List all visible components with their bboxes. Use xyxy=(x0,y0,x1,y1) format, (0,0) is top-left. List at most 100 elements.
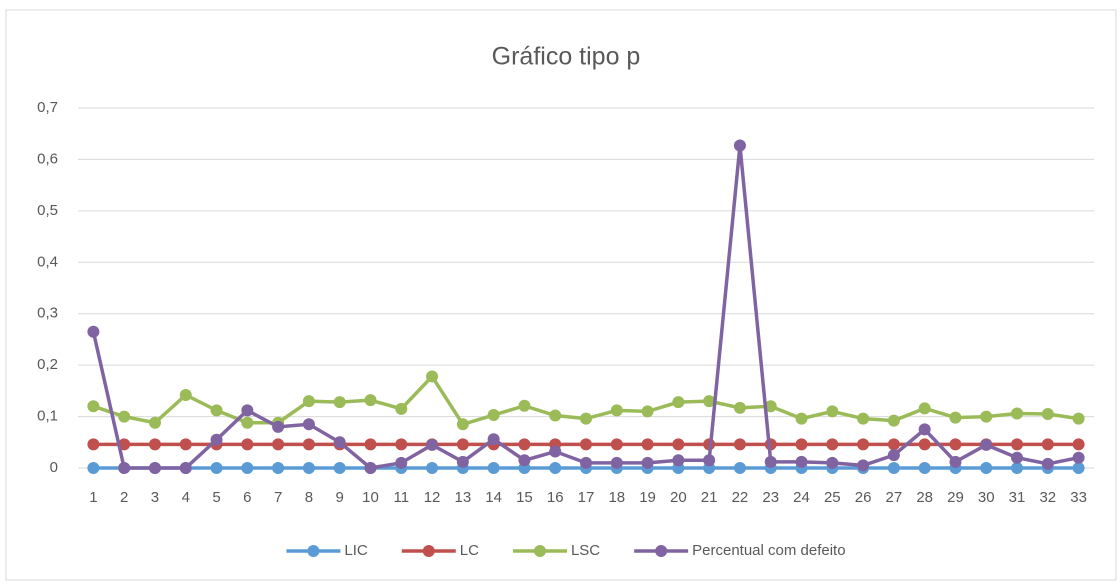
data-point xyxy=(148,438,161,451)
data-point xyxy=(364,462,377,474)
x-tick-label: 23 xyxy=(762,489,779,506)
data-point xyxy=(456,455,469,468)
data-point xyxy=(733,401,746,414)
x-tick-label: 30 xyxy=(978,489,995,506)
data-point xyxy=(549,409,562,422)
data-point xyxy=(179,388,192,401)
data-point xyxy=(980,410,993,423)
data-point xyxy=(641,405,654,418)
data-point xyxy=(672,454,685,467)
data-point xyxy=(887,438,900,451)
data-point xyxy=(887,449,900,462)
data-point xyxy=(918,438,931,451)
x-tick-label: 22 xyxy=(732,489,749,506)
x-tick-label: 20 xyxy=(670,489,687,506)
data-point xyxy=(395,402,408,415)
legend-label: LSC xyxy=(571,542,600,559)
data-point xyxy=(118,462,131,474)
legend-marker xyxy=(655,545,668,557)
x-tick-label: 6 xyxy=(243,489,251,506)
data-point xyxy=(610,438,623,451)
data-point xyxy=(580,412,592,425)
y-tick-label: 0,5 xyxy=(37,202,58,219)
x-tick-label: 5 xyxy=(212,489,220,506)
data-point xyxy=(1041,457,1054,470)
data-point xyxy=(549,462,562,474)
x-tick-label: 9 xyxy=(336,489,344,506)
data-point xyxy=(426,462,439,474)
data-point xyxy=(1011,438,1024,451)
data-point xyxy=(887,414,900,427)
data-point xyxy=(487,433,500,446)
legend-marker xyxy=(307,545,320,557)
data-point xyxy=(179,462,192,474)
data-point xyxy=(456,438,469,451)
data-point xyxy=(1011,407,1024,420)
x-tick-label: 28 xyxy=(916,489,933,506)
x-tick-label: 13 xyxy=(455,489,472,506)
data-point xyxy=(333,462,346,474)
y-tick-label: 0,7 xyxy=(37,99,58,116)
data-point xyxy=(87,438,100,451)
data-point xyxy=(949,455,962,468)
data-point xyxy=(241,462,254,474)
data-point xyxy=(857,459,870,472)
y-tick-label: 0,2 xyxy=(37,356,58,373)
data-point xyxy=(949,438,962,451)
data-point xyxy=(148,462,161,474)
data-point xyxy=(610,404,623,417)
legend-marker xyxy=(533,545,546,557)
y-tick-label: 0,6 xyxy=(37,150,58,167)
data-point xyxy=(302,395,315,408)
data-point xyxy=(272,462,285,474)
data-point xyxy=(210,433,223,446)
x-tick-label: 18 xyxy=(608,489,625,506)
x-tick-label: 16 xyxy=(547,489,564,506)
data-point xyxy=(241,438,254,451)
data-point xyxy=(487,462,500,474)
data-point xyxy=(826,405,839,418)
data-point xyxy=(795,438,808,451)
x-tick-label: 25 xyxy=(824,489,841,506)
y-tick-label: 0,3 xyxy=(37,305,58,322)
y-tick-label: 0,4 xyxy=(37,253,58,270)
chart-frame xyxy=(5,9,1117,581)
x-tick-label: 11 xyxy=(393,489,409,506)
x-tick-label: 29 xyxy=(947,489,964,506)
data-point xyxy=(487,409,500,422)
x-tick-label: 7 xyxy=(274,489,282,506)
data-point xyxy=(733,462,746,474)
data-point xyxy=(302,418,315,431)
x-tick-label: 26 xyxy=(855,489,872,506)
data-point xyxy=(1041,438,1054,451)
data-point xyxy=(949,411,962,424)
data-point xyxy=(703,454,716,467)
x-tick-label: 32 xyxy=(1039,489,1056,506)
data-point xyxy=(1011,462,1024,474)
data-point xyxy=(395,456,408,469)
data-point xyxy=(426,438,439,451)
data-point xyxy=(87,400,100,413)
data-point xyxy=(887,462,900,474)
x-tick-label: 4 xyxy=(182,489,190,506)
data-point xyxy=(364,438,377,451)
data-point xyxy=(918,402,931,415)
data-point xyxy=(1072,438,1085,451)
legend-label: LC xyxy=(460,542,479,559)
data-point xyxy=(918,462,931,474)
x-tick-label: 19 xyxy=(639,489,656,506)
legend-label: LIC xyxy=(344,542,368,559)
data-point xyxy=(364,394,377,407)
x-tick-label: 3 xyxy=(151,489,159,506)
x-tick-label: 33 xyxy=(1070,489,1087,506)
data-point xyxy=(826,438,839,451)
x-tick-label: 2 xyxy=(120,489,128,506)
x-tick-label: 21 xyxy=(701,489,718,506)
data-point xyxy=(672,438,685,451)
chart-title: Gráfico tipo p xyxy=(492,43,641,71)
data-point xyxy=(857,438,870,451)
data-point xyxy=(518,454,531,467)
data-point xyxy=(148,416,161,429)
